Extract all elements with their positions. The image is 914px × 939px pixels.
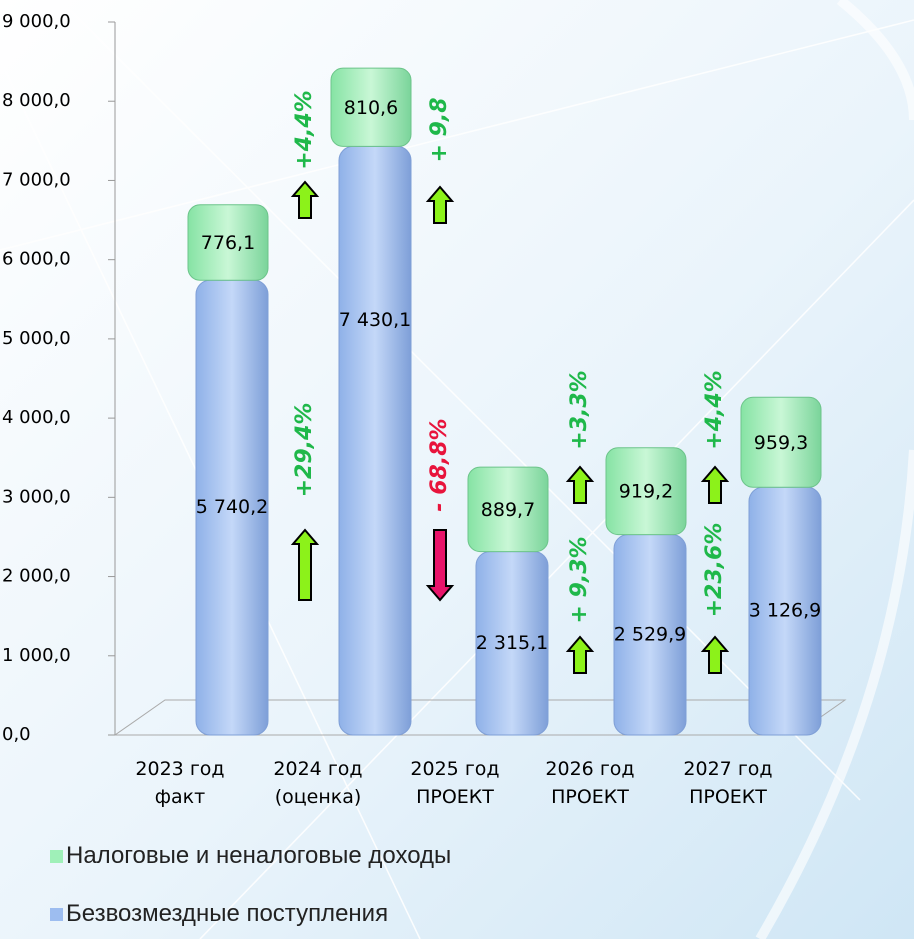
y-tick-label: 5 000,0 (2, 328, 71, 349)
bar (338, 145, 412, 736)
change-arrow (565, 635, 595, 674)
y-tick-label: 7 000,0 (2, 169, 71, 190)
legend-marker (50, 908, 63, 921)
x-tick-label: 2026 год ПРОЕКТ (545, 758, 635, 808)
value-label: 7 430,1 (339, 309, 412, 331)
y-tick-label: 3 000,0 (2, 486, 71, 507)
value-label: 3 126,9 (749, 600, 822, 622)
y-tick-label: 6 000,0 (2, 249, 71, 270)
y-tick-label: 0,0 (2, 724, 31, 745)
change-arrow (700, 635, 730, 674)
change-arrow (425, 185, 455, 224)
floor (113, 699, 847, 736)
change-arrow (700, 465, 730, 504)
x-tick-label: 2023 год факт (135, 758, 225, 808)
change-arrow (290, 528, 320, 601)
bar (740, 396, 822, 488)
value-label: 889,7 (481, 499, 535, 521)
x-tick-label: 2027 год ПРОЕКТ (683, 758, 773, 808)
x-tick-label: 2024 год (оценка) (273, 758, 363, 808)
y-tick-label: 4 000,0 (2, 407, 71, 428)
value-label: 5 740,2 (196, 496, 269, 518)
value-label: 919,2 (619, 481, 673, 503)
value-label: 776,1 (201, 232, 255, 254)
bar (330, 67, 412, 147)
y-tick-label: 1 000,0 (2, 645, 71, 666)
legend-label: Безвозмездные поступления (66, 900, 389, 927)
value-label: 2 529,9 (614, 623, 687, 645)
change-arrow (565, 465, 595, 504)
legend-label: Налоговые и неналоговые доходы (66, 842, 452, 869)
change-label: +4,4% (292, 90, 317, 169)
change-label: +29,4% (292, 403, 317, 498)
change-label: - 68,8% (427, 418, 452, 511)
x-tick-label: 2025 год ПРОЕКТ (410, 758, 500, 808)
change-arrow (290, 180, 320, 219)
change-label: +4,4% (702, 370, 727, 449)
change-label: + 9,3% (567, 536, 592, 623)
y-tick-label: 9 000,0 (2, 11, 71, 32)
value-label: 810,6 (344, 97, 398, 119)
change-label: +3,3% (567, 370, 592, 449)
change-label: +23,6% (702, 523, 727, 618)
bar (187, 204, 269, 281)
legend-marker (50, 850, 63, 863)
y-tick-label: 2 000,0 (2, 566, 71, 587)
change-arrow (425, 529, 455, 602)
value-label: 959,3 (754, 432, 808, 454)
change-label: + 9,8 (427, 97, 452, 162)
bar (467, 466, 549, 553)
value-label: 2 315,1 (476, 632, 549, 654)
y-tick-label: 8 000,0 (2, 90, 71, 111)
bar (605, 447, 687, 536)
